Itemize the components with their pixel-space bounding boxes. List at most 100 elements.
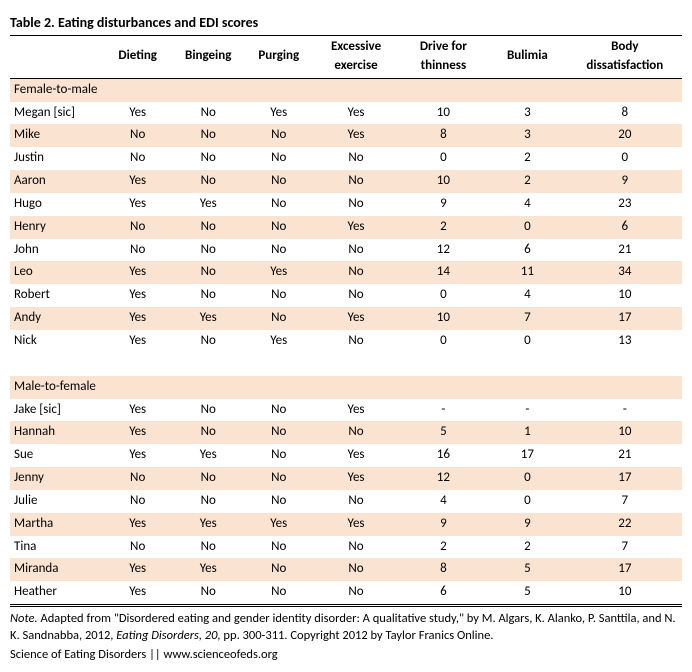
cell: 20 xyxy=(568,124,682,147)
row-name: Henry xyxy=(10,216,104,239)
spacer xyxy=(10,353,682,376)
table-row: Megan [sic]YesNoYesYes1038 xyxy=(10,102,682,125)
table-row: Jake [sic]YesNoNoYes--- xyxy=(10,399,682,422)
cell: 0 xyxy=(487,467,568,490)
cell: Yes xyxy=(245,261,312,284)
cell: No xyxy=(245,307,312,330)
column-header: Purging xyxy=(245,36,312,79)
cell: Yes xyxy=(104,513,171,536)
cell: 9 xyxy=(487,513,568,536)
table-row: NickYesNoYesNo0013 xyxy=(10,330,682,353)
cell: No xyxy=(245,467,312,490)
cell: Yes xyxy=(312,513,399,536)
cell: Yes xyxy=(104,421,171,444)
cell: No xyxy=(171,124,245,147)
cell: No xyxy=(245,490,312,513)
cell: No xyxy=(245,284,312,307)
cell: 2 xyxy=(400,536,487,559)
table-row: TinaNoNoNoNo227 xyxy=(10,536,682,559)
cell: 0 xyxy=(487,330,568,353)
cell: No xyxy=(245,536,312,559)
table-row: MirandaYesYesNoNo8517 xyxy=(10,558,682,581)
cell: No xyxy=(104,216,171,239)
cell: No xyxy=(312,284,399,307)
cell: 2 xyxy=(487,536,568,559)
section-label: Male-to-female xyxy=(10,376,682,399)
cell: Yes xyxy=(245,102,312,125)
cell: No xyxy=(104,490,171,513)
cell: 4 xyxy=(487,284,568,307)
cell: Yes xyxy=(104,330,171,353)
cell: Yes xyxy=(104,102,171,125)
column-header: Body dissatisfaction xyxy=(568,36,682,79)
table-row: JennyNoNoNoYes12017 xyxy=(10,467,682,490)
cell: No xyxy=(245,421,312,444)
cell: 10 xyxy=(400,170,487,193)
cell: 11 xyxy=(487,261,568,284)
cell: No xyxy=(171,467,245,490)
cell: 17 xyxy=(568,558,682,581)
row-name: Jake [sic] xyxy=(10,399,104,422)
cell: 22 xyxy=(568,513,682,536)
cell: Yes xyxy=(104,170,171,193)
cell: No xyxy=(312,170,399,193)
row-name: Megan [sic] xyxy=(10,102,104,125)
cell: Yes xyxy=(104,284,171,307)
table-note: Note. Adapted from "Disordered eating an… xyxy=(10,604,682,645)
cell: Yes xyxy=(312,102,399,125)
cell: 3 xyxy=(487,124,568,147)
row-name: Justin xyxy=(10,147,104,170)
cell: 0 xyxy=(400,147,487,170)
cell: Yes xyxy=(312,307,399,330)
cell: No xyxy=(245,444,312,467)
column-header: Dieting xyxy=(104,36,171,79)
cell: 9 xyxy=(400,513,487,536)
cell: No xyxy=(171,330,245,353)
cell: Yes xyxy=(312,124,399,147)
cell: 13 xyxy=(568,330,682,353)
row-name: Hannah xyxy=(10,421,104,444)
row-name: John xyxy=(10,239,104,262)
cell: 0 xyxy=(400,284,487,307)
cell: 6 xyxy=(400,581,487,604)
cell: 17 xyxy=(568,467,682,490)
cell: No xyxy=(104,536,171,559)
cell: Yes xyxy=(171,513,245,536)
column-header xyxy=(10,36,104,79)
cell: 4 xyxy=(400,490,487,513)
table-row: HenryNoNoNoYes206 xyxy=(10,216,682,239)
cell: 9 xyxy=(400,193,487,216)
cell: 17 xyxy=(487,444,568,467)
row-name: Miranda xyxy=(10,558,104,581)
cell: No xyxy=(171,490,245,513)
column-header: Bingeing xyxy=(171,36,245,79)
cell: No xyxy=(245,124,312,147)
cell: 23 xyxy=(568,193,682,216)
cell: Yes xyxy=(245,330,312,353)
table-row: JulieNoNoNoNo407 xyxy=(10,490,682,513)
cell: No xyxy=(312,239,399,262)
header-row: DietingBingeingPurgingExcessive exercise… xyxy=(10,36,682,79)
cell: Yes xyxy=(104,399,171,422)
cell: Yes xyxy=(171,444,245,467)
cell: No xyxy=(245,581,312,604)
cell: No xyxy=(245,170,312,193)
cell: No xyxy=(312,261,399,284)
cell: 16 xyxy=(400,444,487,467)
cell: No xyxy=(171,284,245,307)
cell: 6 xyxy=(568,216,682,239)
cell: - xyxy=(568,399,682,422)
row-name: Martha xyxy=(10,513,104,536)
column-header: Bulimia xyxy=(487,36,568,79)
cell: No xyxy=(171,216,245,239)
cell: 10 xyxy=(400,307,487,330)
cell: 8 xyxy=(400,124,487,147)
cell: 7 xyxy=(568,536,682,559)
row-name: Julie xyxy=(10,490,104,513)
section-label: Female-to-male xyxy=(10,78,682,101)
cell: No xyxy=(171,147,245,170)
cell: No xyxy=(171,399,245,422)
cell: 6 xyxy=(487,239,568,262)
cell: 4 xyxy=(487,193,568,216)
cell: 7 xyxy=(487,307,568,330)
